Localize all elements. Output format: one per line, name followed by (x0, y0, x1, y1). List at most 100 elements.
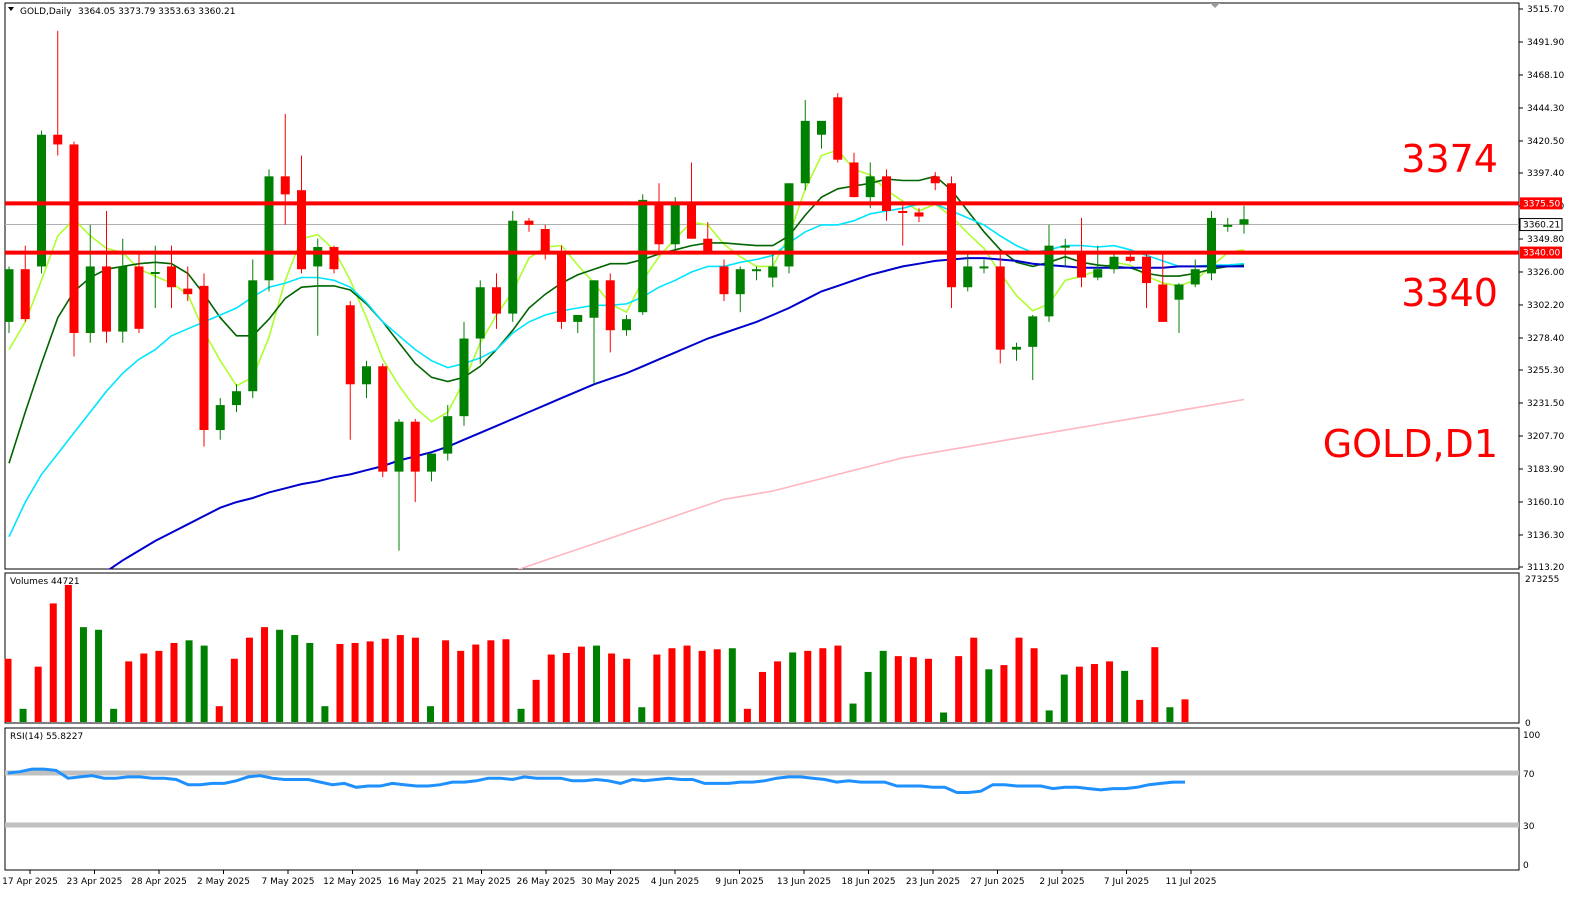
rsi-axis-label: 70 (1523, 770, 1535, 780)
candle-body (1044, 245, 1054, 317)
date-axis-label: 2 Jul 2025 (1039, 877, 1084, 887)
volume-bar (125, 661, 133, 722)
volume-bar (1151, 647, 1159, 722)
volume-bar (411, 637, 419, 722)
price-axis-label: 3491.90 (1527, 38, 1564, 48)
candle-body (817, 120, 826, 135)
candle-body (1109, 256, 1119, 270)
volume-bar (774, 661, 782, 722)
candle-body (1028, 316, 1038, 347)
volume-bar (1075, 666, 1083, 722)
volume-bar (1181, 699, 1189, 722)
candle-body (833, 97, 843, 160)
candle-body (183, 288, 193, 295)
upper-level-annotation: 3374 (1401, 137, 1498, 181)
volume-bar (427, 706, 435, 722)
candle-body (313, 247, 323, 267)
candle-body (85, 266, 95, 333)
price-plot (5, 30, 1519, 569)
candle-body (345, 305, 355, 385)
candle-body (1223, 224, 1233, 227)
candle-body (492, 287, 501, 314)
candle-body (963, 266, 973, 288)
volume-bar (668, 648, 676, 722)
candle-body (280, 176, 290, 195)
volume-bar (562, 652, 570, 722)
candle-body (20, 269, 30, 320)
rsi-axis-label: 100 (1523, 731, 1540, 741)
rsi-title: RSI(14) 55.8227 (10, 732, 83, 742)
candle-body (995, 266, 1005, 350)
volume-bar (743, 708, 751, 722)
candle-body (215, 405, 225, 431)
volume-bar (1045, 710, 1053, 722)
volume-bar (140, 653, 148, 722)
candle-body (37, 134, 46, 267)
date-axis-label: 16 May 2025 (388, 877, 447, 887)
volume-bar (381, 638, 389, 722)
candle-body (199, 285, 209, 431)
volume-bar (909, 657, 917, 722)
volume-bar (442, 640, 450, 722)
rsi-axis-label: 0 (1523, 861, 1529, 871)
volume-bar (698, 650, 706, 722)
date-axis-label: 28 Apr 2025 (131, 877, 187, 887)
volume-bar (472, 644, 480, 722)
candle-body (849, 162, 859, 198)
volume-bar (1030, 648, 1038, 722)
volume-bar (1090, 664, 1098, 722)
price-marker-label: 3340.00 (1523, 249, 1560, 259)
candle-body (654, 202, 664, 245)
candle-body (297, 190, 306, 270)
price-axis-label: 3231.50 (1527, 399, 1564, 409)
candle-body (248, 280, 258, 392)
candle-body (1093, 269, 1103, 278)
candle-body (573, 314, 583, 322)
date-axis-label: 30 May 2025 (581, 877, 640, 887)
volume-bar (955, 656, 963, 722)
candle-body (427, 453, 436, 472)
candle-body (394, 421, 404, 472)
price-axis-label: 3515.70 (1527, 5, 1564, 15)
volume-bar (1015, 637, 1023, 722)
ohlc-readout: 3364.05 3373.79 3353.63 3360.21 (78, 7, 235, 17)
price-marker-box (1520, 197, 1562, 210)
volume-bar (623, 658, 631, 722)
candle-body (1239, 219, 1249, 225)
candle-body (69, 144, 79, 333)
collapse-arrow-icon[interactable] (8, 7, 14, 11)
volume-bar (336, 644, 344, 722)
candle-body (979, 266, 989, 269)
candle-body (410, 421, 420, 472)
volume-bar (940, 712, 948, 722)
candle-body (719, 266, 729, 295)
rsi-axis-label: 30 (1523, 822, 1535, 832)
candle-body (378, 366, 388, 472)
candle-body (1207, 217, 1216, 274)
date-axis-label: 21 May 2025 (452, 877, 511, 887)
date-axis-label: 9 Jun 2025 (715, 877, 763, 887)
rsi-pane (4, 727, 1520, 871)
price-axis-label: 3444.30 (1527, 104, 1564, 114)
volume-bar (834, 645, 842, 722)
price-axis-label: 3468.10 (1527, 71, 1564, 81)
price-axis-label: 3136.30 (1527, 531, 1564, 541)
date-axis-label: 17 Apr 2025 (2, 877, 58, 887)
price-marker-box (1519, 218, 1563, 232)
date-axis-label: 13 Jun 2025 (777, 877, 831, 887)
volume-bar (849, 703, 857, 722)
candle-body (1077, 252, 1086, 278)
candle-body (670, 204, 680, 245)
volume-bar (351, 642, 359, 722)
date-axis-label: 18 Jun 2025 (841, 877, 895, 887)
volume-bar (170, 642, 178, 722)
rsi-line (7, 767, 1185, 794)
candle-body (622, 319, 631, 331)
candle-body (687, 204, 696, 239)
date-axis-label: 23 Jun 2025 (906, 877, 960, 887)
volume-bar (4, 658, 12, 722)
chart-shift-marker-icon[interactable] (1210, 3, 1220, 8)
volume-bar (924, 658, 932, 722)
volume-bar (95, 629, 103, 722)
